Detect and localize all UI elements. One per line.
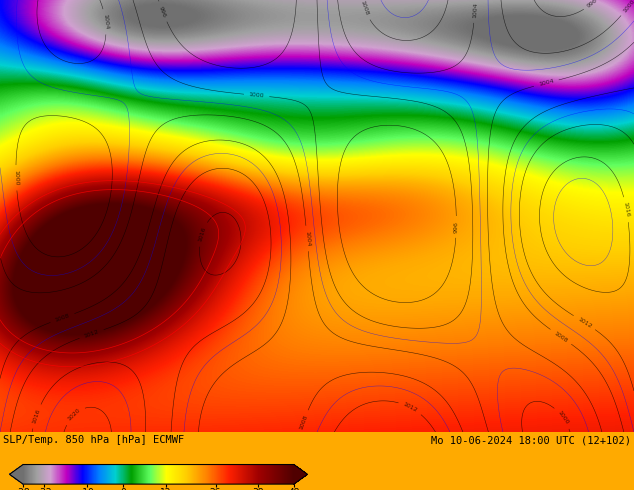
Text: 1000: 1000	[557, 410, 569, 425]
Text: SLP/Temp. 850 hPa [hPa] ECMWF: SLP/Temp. 850 hPa [hPa] ECMWF	[3, 435, 184, 445]
PathPatch shape	[294, 465, 307, 484]
Text: 1012: 1012	[403, 402, 418, 414]
PathPatch shape	[10, 465, 23, 484]
Text: 1000: 1000	[249, 92, 264, 98]
Text: 1000: 1000	[13, 170, 19, 186]
Text: 996: 996	[158, 5, 167, 18]
Text: 1012: 1012	[576, 316, 592, 329]
Text: 1016: 1016	[197, 226, 207, 242]
Text: 1008: 1008	[55, 313, 70, 323]
Text: 1008: 1008	[359, 0, 370, 16]
Text: 1008: 1008	[299, 414, 309, 430]
Text: 1020: 1020	[67, 408, 82, 422]
Text: Mo 10-06-2024 18:00 UTC (12+102): Mo 10-06-2024 18:00 UTC (12+102)	[431, 435, 631, 445]
Text: 1012: 1012	[83, 329, 100, 339]
Text: 1004: 1004	[472, 2, 478, 18]
Text: 1004: 1004	[538, 79, 555, 87]
Text: 1004: 1004	[304, 230, 310, 246]
Text: 1008: 1008	[553, 330, 569, 343]
Text: 996: 996	[586, 0, 599, 8]
Text: 1016: 1016	[32, 408, 41, 424]
Text: 1004: 1004	[102, 14, 109, 30]
Text: 1016: 1016	[623, 201, 630, 218]
Text: 1000: 1000	[623, 0, 634, 13]
Text: 996: 996	[454, 221, 459, 233]
